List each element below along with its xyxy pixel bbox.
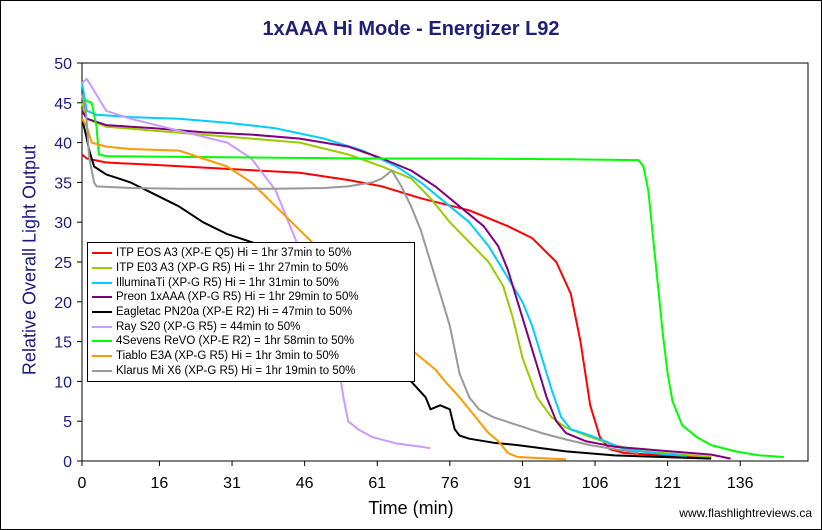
chart-legend: ITP EOS A3 (XP-E Q5) Hi = 1hr 37min to 5… — [87, 242, 415, 383]
y-tick-label: 20 — [54, 295, 72, 312]
y-tick-label: 5 — [63, 414, 72, 431]
x-tick-label: 31 — [223, 475, 241, 492]
x-tick-label: 91 — [514, 475, 532, 492]
y-tick-label: 45 — [54, 96, 72, 113]
legend-label: Ray S20 (XP-G R5) = 44min to 50% — [116, 320, 301, 333]
legend-label: 4Sevens ReVO (XP-E R2) = 1hr 58min to 50… — [116, 335, 355, 348]
legend-entry: IlluminaTi (XP-G R5) Hi = 1hr 31min to 5… — [92, 275, 414, 290]
legend-entry: Klarus Mi X6 (XP-G R5) Hi = 1hr 19min to… — [92, 364, 414, 379]
legend-swatch — [92, 267, 112, 270]
y-tick-label: 10 — [54, 374, 72, 391]
legend-label: Preon 1xAAA (XP-G R5) Hi = 1hr 29min to … — [116, 291, 359, 304]
legend-swatch — [92, 325, 112, 328]
legend-label: ITP EOS A3 (XP-E Q5) Hi = 1hr 37min to 5… — [116, 247, 352, 260]
legend-entry: Eagletac PN20a (XP-E R2) Hi = 47min to 5… — [92, 305, 414, 320]
legend-entry: Tiablo E3A (XP-G R5) Hi = 1hr 3min to 50… — [92, 349, 414, 364]
legend-entry: 4Sevens ReVO (XP-E R2) = 1hr 58min to 50… — [92, 334, 414, 349]
series-line-7 — [81, 97, 784, 458]
x-tick-label: 61 — [368, 475, 386, 492]
y-tick-label: 0 — [63, 454, 72, 471]
legend-label: Klarus Mi X6 (XP-G R5) Hi = 1hr 19min to… — [116, 364, 356, 377]
x-tick-label: 0 — [78, 475, 87, 492]
series-line-3 — [81, 82, 688, 458]
legend-entry: ITP E03 A3 (XP-G R5) Hi = 1hr 27min to 5… — [92, 261, 414, 276]
x-axis-label: Time (min) — [368, 498, 454, 518]
legend-swatch — [92, 296, 112, 299]
legend-swatch — [92, 311, 112, 314]
legend-entry: Preon 1xAAA (XP-G R5) Hi = 1hr 29min to … — [92, 290, 414, 305]
legend-label: Tiablo E3A (XP-G R5) Hi = 1hr 3min to 50… — [116, 350, 339, 363]
legend-label: Eagletac PN20a (XP-E R2) Hi = 47min to 5… — [116, 306, 353, 319]
x-tick-label: 136 — [727, 475, 754, 492]
legend-swatch — [92, 355, 112, 358]
y-tick-label: 15 — [54, 335, 72, 352]
x-tick-label: 121 — [654, 475, 681, 492]
legend-entry: ITP EOS A3 (XP-E Q5) Hi = 1hr 37min to 5… — [92, 246, 414, 261]
y-tick-label: 25 — [54, 255, 72, 272]
x-tick-label: 46 — [296, 475, 314, 492]
y-tick-label: 40 — [54, 136, 72, 153]
y-tick-label: 30 — [54, 215, 72, 232]
x-tick-label: 16 — [151, 475, 169, 492]
series-line-4 — [81, 110, 731, 460]
watermark-text: www.flashlightreviews.ca — [679, 506, 812, 520]
y-tick-label: 50 — [54, 56, 72, 73]
series-line-9 — [81, 94, 639, 454]
legend-swatch — [92, 252, 112, 255]
legend-swatch — [92, 281, 112, 284]
legend-swatch — [92, 340, 112, 343]
legend-entry: Ray S20 (XP-G R5) = 44min to 50% — [92, 319, 414, 334]
x-tick-label: 76 — [441, 475, 459, 492]
x-tick-label: 106 — [582, 475, 609, 492]
legend-label: ITP E03 A3 (XP-G R5) Hi = 1hr 27min to 5… — [116, 262, 349, 275]
legend-swatch — [92, 369, 112, 372]
chart-title: 1xAAA Hi Mode - Energizer L92 — [262, 18, 560, 40]
y-tick-label: 35 — [54, 175, 72, 192]
legend-label: IlluminaTi (XP-G R5) Hi = 1hr 31min to 5… — [116, 276, 339, 289]
series-line-2 — [81, 102, 712, 458]
